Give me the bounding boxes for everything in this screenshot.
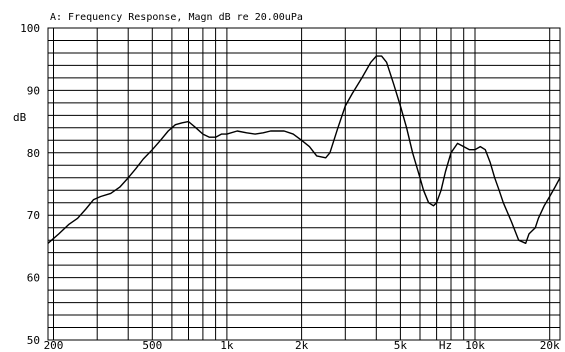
response-curve (47, 55, 561, 245)
plot-frame (47, 27, 561, 341)
tick-labels: 200 500 1k 2k 5k 10k 20k Hz 100 90 80 70 60 50 (20, 22, 560, 352)
x-tick-label: 200 (44, 339, 64, 352)
x-tick-label: 5k (394, 339, 408, 352)
x-tick-label: 10k (465, 339, 485, 352)
y-tick-label: 60 (27, 272, 40, 285)
y-axis-label: dB (13, 111, 27, 124)
y-tick-label: 90 (27, 84, 40, 97)
x-tick-label: 1k (220, 339, 234, 352)
y-tick-label: 50 (27, 334, 40, 347)
y-tick-label: 80 (27, 147, 40, 160)
series-group (47, 55, 561, 245)
x-axis-label: Hz (439, 339, 452, 352)
x-tick-label: 500 (142, 339, 162, 352)
x-tick-label: 2k (295, 339, 309, 352)
x-tick-label: 20k (540, 339, 560, 352)
y-tick-label: 70 (27, 209, 40, 222)
grid (47, 27, 561, 341)
y-tick-label: 100 (20, 22, 40, 35)
chart-title: A: Frequency Response, Magn dB re 20.00u… (50, 12, 303, 23)
